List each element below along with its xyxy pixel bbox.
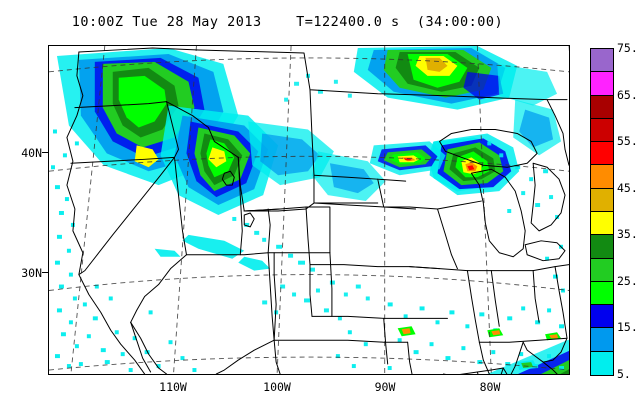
ohio-valley-convection-core <box>429 133 520 196</box>
y-axis-tick-mark-40n <box>42 152 48 153</box>
colorbar-tick-45: 45. <box>617 180 638 195</box>
pnw-rockies-precip <box>56 47 386 215</box>
precipitation-field <box>50 46 569 374</box>
southwest-speckle-echoes <box>50 129 197 373</box>
map-plot-panel <box>48 45 570 375</box>
x-axis-tick-label-90w: 90W <box>374 380 396 394</box>
colorbar-band-50-55 <box>591 142 613 166</box>
south-florida-convection <box>397 326 562 371</box>
colorbar-band-55-60 <box>591 118 613 143</box>
colorbar-band-65-70 <box>591 72 613 96</box>
southeast-speckle-echoes <box>335 244 566 371</box>
northeast-light-echoes <box>487 141 560 219</box>
colorbar-tick-5: 5. <box>617 367 631 381</box>
colorbar-band-70-75 <box>591 49 613 73</box>
y-axis-tick-label-30n: 30N <box>21 266 42 280</box>
border-light-echoes <box>284 73 352 102</box>
colorbar-tick-75: 75. <box>617 41 638 55</box>
colorbar-tick-25: 25. <box>617 273 638 288</box>
colorbar-band-45-50 <box>591 165 613 189</box>
colorbar-tick-15: 15. <box>617 320 638 335</box>
colorbar-band-5-10 <box>591 351 613 375</box>
y-axis-tick-label-40n: 40N <box>21 146 42 160</box>
reflectivity-colorbar <box>590 48 614 376</box>
colorbar-band-35-40 <box>591 211 613 236</box>
colorbar-band-25-30 <box>591 258 613 282</box>
colorbar-band-40-45 <box>591 188 613 212</box>
x-axis-tick-label-110w: 110W <box>159 380 187 394</box>
map-canvas <box>49 46 569 374</box>
state-and-coastline-borders <box>66 47 569 374</box>
colorbar-tick-labels: 75. 65. 55. 45. 35. 25. 15. 5. <box>617 40 640 388</box>
colorbar-band-30-35 <box>591 235 613 259</box>
lat-lon-graticule <box>49 46 569 374</box>
colorbar-tick-55: 55. <box>617 134 638 149</box>
x-axis-tick-label-100w: 100W <box>263 380 291 394</box>
colorbar-band-60-65 <box>591 95 613 119</box>
colorbar-band-15-20 <box>591 305 613 329</box>
colorbar-tick-65: 65. <box>617 87 638 102</box>
figure-title: 10:00Z Tue 28 May 2013 T=122400.0 s (34:… <box>71 14 504 30</box>
y-axis-tick-mark-30n <box>42 272 48 273</box>
colorbar-tick-35: 35. <box>617 227 638 242</box>
colorbar-band-10-15 <box>591 328 613 352</box>
colorbar-band-20-25 <box>591 281 613 306</box>
x-axis-tick-label-80w: 80W <box>479 380 501 394</box>
scattered-plains-echoes <box>154 216 370 321</box>
